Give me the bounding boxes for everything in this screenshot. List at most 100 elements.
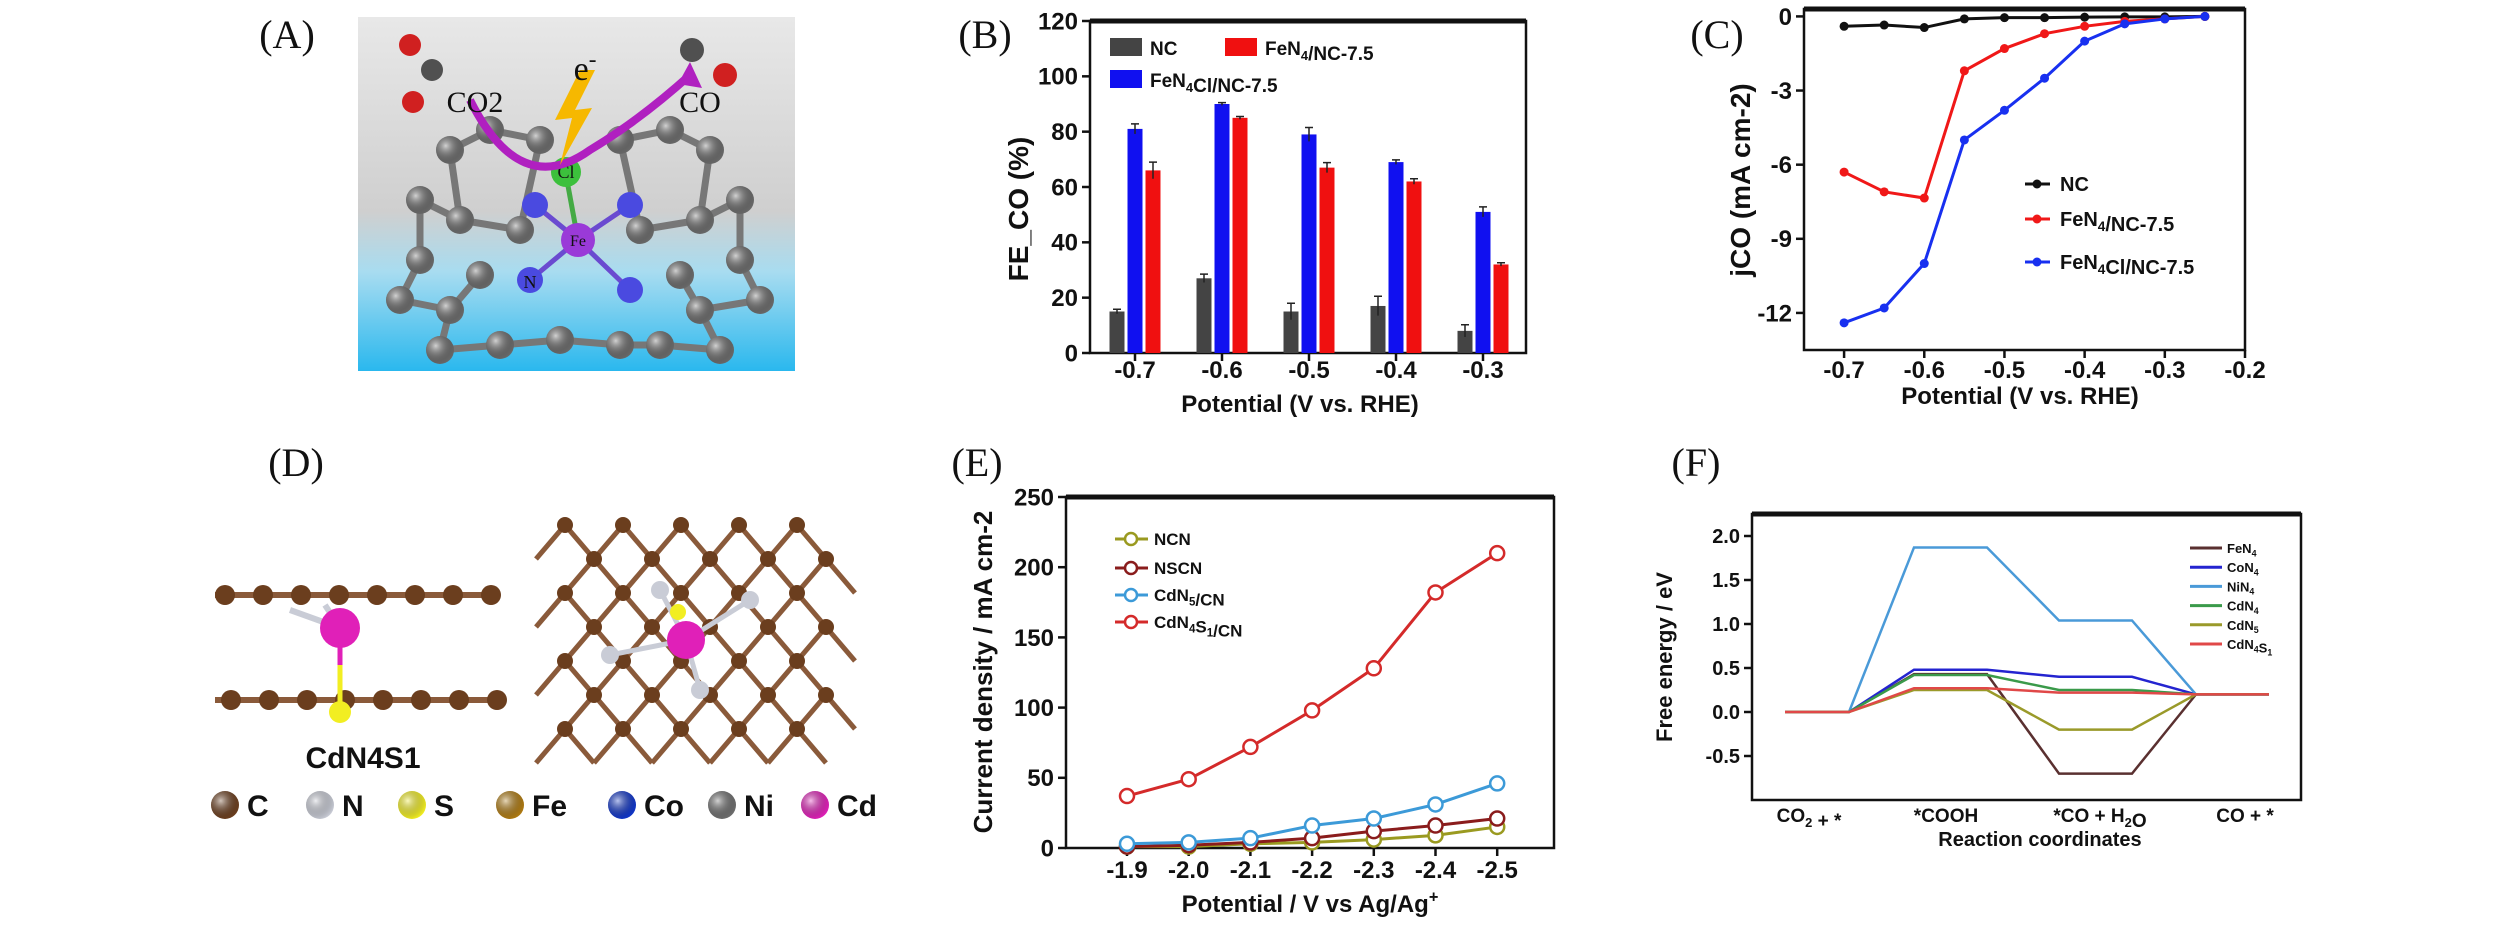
- legend-label: NCN: [1154, 530, 1191, 549]
- nitrogen-atom: [522, 192, 548, 218]
- legend-item: NC: [1110, 38, 1178, 60]
- plot-frame: [1802, 7, 2247, 352]
- plot-frame: [1750, 512, 2303, 802]
- carbon-atom: [259, 690, 279, 710]
- error-bar: [1392, 159, 1400, 165]
- highlight: [436, 136, 464, 164]
- series-fen4cl-nc-7-5-point: [1959, 135, 1969, 145]
- carbon-atom: [789, 585, 805, 601]
- atom-label-n: N: [524, 272, 537, 292]
- carbon-atom: [373, 690, 393, 710]
- carbon-atom: [644, 551, 660, 567]
- text-part: CdN: [2227, 618, 2254, 633]
- text-part: 4: [2252, 548, 2257, 558]
- carbon-atom: [644, 619, 660, 635]
- x-tick-label: -0.7: [1114, 357, 1155, 384]
- y-tick-label: -12: [1757, 300, 1792, 327]
- legend-marker: [1123, 614, 1139, 630]
- text-part: Potential (V: [1901, 383, 2040, 410]
- text-part: vs.: [1320, 391, 1353, 418]
- y-tick-label: -6: [1771, 152, 1792, 179]
- error-bar: [1479, 206, 1487, 217]
- carbon-atom: [760, 687, 776, 703]
- series-fen4-nc-7-5-line: [1843, 14, 2206, 200]
- illustration-d-cdn4s1: CdN4S1 C N S Fe Co Ni Cd: [211, 517, 877, 823]
- panel-label-b: (B): [958, 12, 1011, 57]
- carbon-atom: [673, 517, 689, 533]
- text-part: 2: [2125, 815, 2132, 830]
- series-fen4cl-nc-7-5-point: [2120, 19, 2130, 29]
- x-tick-label: -2.2: [1291, 857, 1332, 884]
- highlight: [446, 206, 474, 234]
- y-tick-label: -3: [1771, 78, 1792, 105]
- text-part: 7.5: [2166, 257, 2194, 279]
- text-part: NC: [2060, 174, 2089, 196]
- highlight: [608, 791, 636, 819]
- y-tick-label: 50: [1027, 765, 1054, 792]
- legend-item: NiN4: [2190, 579, 2254, 597]
- bar-fen4cl-nc-7-5: [1127, 128, 1143, 353]
- legend-item: FeN4: [2190, 541, 2257, 558]
- error-bar: [1113, 308, 1121, 314]
- x-tick-label: -0.4: [2064, 357, 2106, 384]
- text-part: Cl/NC-: [2105, 257, 2166, 279]
- highlight: [606, 331, 634, 359]
- highlight: [398, 791, 426, 819]
- series-fen4-nc-7-5-point: [1959, 66, 1969, 76]
- text-part: 4: [1186, 80, 1194, 95]
- carbon-atom: [644, 687, 660, 703]
- highlight: [436, 296, 464, 324]
- series-cdn4s1-cn-point: [1365, 660, 1383, 677]
- series-nc-point: [1959, 14, 1969, 24]
- co2-atom: [402, 91, 424, 113]
- bar-fen4-nc-7-5: [1493, 264, 1509, 353]
- panel-label-d: (D): [268, 440, 324, 485]
- series-fen4cl-nc-7-5-point: [2040, 73, 2050, 83]
- carbon-atom: [789, 721, 805, 737]
- text-part: NCN: [1154, 530, 1191, 549]
- carbon-atom: [405, 585, 425, 605]
- text-part: CdN: [1154, 613, 1189, 632]
- highlight: [726, 186, 754, 214]
- series-cdn5-cn-point: [1303, 817, 1321, 834]
- arrow-head: [678, 62, 702, 88]
- sulfur-atom: [670, 604, 686, 620]
- text-part: 1: [2267, 648, 2272, 658]
- text-part: CdN: [2227, 599, 2254, 614]
- series-nc-point: [1839, 21, 1849, 31]
- x-tick-label: -0.3: [2144, 357, 2185, 384]
- highlight: [496, 791, 524, 819]
- element-legend-item: S: [398, 790, 454, 823]
- lightning-icon: [555, 70, 595, 165]
- text-part: FeN: [1265, 39, 1301, 60]
- x-axis-title: Potential (V vs. RHE): [1901, 383, 2138, 410]
- bar-nc: [1196, 278, 1212, 353]
- legend-item: CdN4S1/CN: [1115, 613, 1242, 641]
- highlight: [686, 296, 714, 324]
- carbon-atom: [557, 653, 573, 669]
- series-fen4-nc-7-5-point: [1839, 167, 1849, 177]
- series-cdn4s1-cn-point: [1242, 738, 1259, 756]
- x-tick-label: -0.2: [2224, 357, 2265, 384]
- series-cdn4s1-cn-point: [1118, 787, 1136, 805]
- bar-fen4cl-nc-7-5: [1301, 134, 1317, 353]
- y-tick-label: 250: [1014, 484, 1054, 511]
- text-part: FeN: [2060, 209, 2098, 231]
- text-part: /CN: [1195, 590, 1224, 609]
- text-part: CdN: [1154, 586, 1189, 605]
- series-fen4cl-nc-7-5-line: [1843, 14, 2206, 325]
- nitrogen-atom: [651, 581, 669, 599]
- carbon-atom: [557, 585, 573, 601]
- carbon-atom: [818, 619, 834, 635]
- series-cdn4s1-line: [1785, 686, 2269, 714]
- legend-label: FeN4Cl/NC-7.5: [2060, 252, 2194, 279]
- series-cdn5-cn-point: [1118, 835, 1136, 853]
- carbon-atom: [297, 690, 317, 710]
- highlight: [306, 791, 334, 819]
- legend-label: FeN4/NC-7.5: [2060, 209, 2174, 236]
- error-bar: [1374, 295, 1382, 316]
- text-part: CdN: [2227, 637, 2254, 652]
- series-nc-line: [1844, 14, 2205, 30]
